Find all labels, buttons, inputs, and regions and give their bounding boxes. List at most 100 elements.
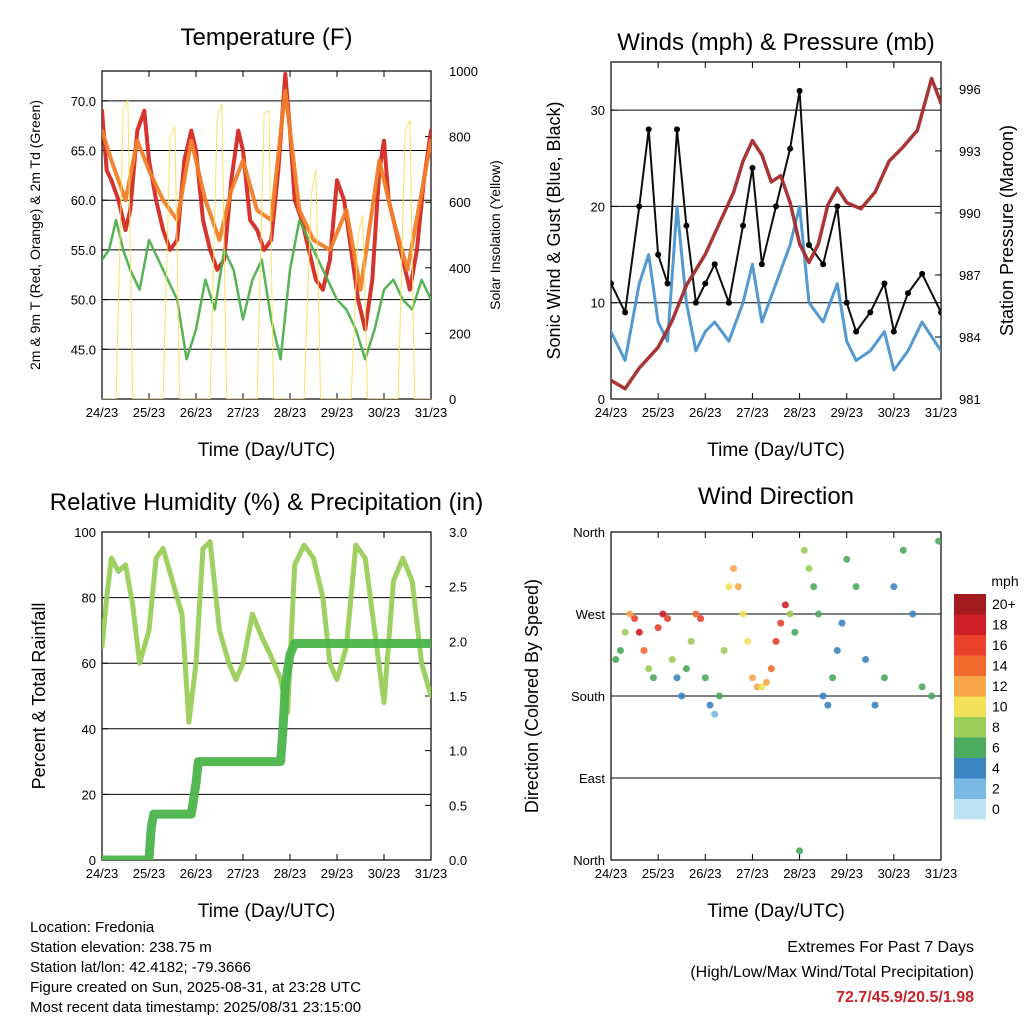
station-info: Location: Fredonia Station elevation: 23… bbox=[30, 918, 361, 1018]
chart3-ytick-right-label: 0.0 bbox=[449, 853, 467, 868]
chart4-point bbox=[687, 637, 695, 645]
chart4-xtick-label: 25/23 bbox=[642, 866, 675, 881]
chart2-ylabel-right: Station Pressure (Maroon) bbox=[997, 125, 1017, 336]
chart2-xtick-label: 24/23 bbox=[595, 405, 628, 420]
chart2-gust-point bbox=[881, 280, 888, 287]
chart2-gust-point bbox=[749, 164, 756, 171]
chart4-title: Wind Direction bbox=[698, 483, 854, 510]
chart1-xtick-label: 28/23 bbox=[274, 405, 307, 420]
chart3-ytick-right-label: 3.0 bbox=[449, 525, 467, 540]
chart3-xtick-label: 27/23 bbox=[227, 866, 260, 881]
legend-swatch bbox=[954, 594, 986, 615]
chart1-xtick-label: 31/23 bbox=[415, 405, 448, 420]
chart3-ytick-left-label: 40 bbox=[82, 722, 96, 737]
chart3-series-group bbox=[102, 539, 431, 860]
chart3-xtick-label: 30/23 bbox=[368, 866, 401, 881]
chart4-ytick-left-label: South bbox=[571, 689, 605, 704]
chart4-point bbox=[918, 683, 926, 691]
chart2-gust-point bbox=[725, 299, 732, 306]
chart3-xtick-label: 28/23 bbox=[274, 866, 307, 881]
chart4-point bbox=[852, 583, 860, 591]
chart4-point bbox=[668, 656, 676, 664]
legend-swatch bbox=[954, 778, 986, 799]
chart4-point bbox=[767, 665, 775, 673]
chart1-ylabel-right: Solar Insolation (Yellow) bbox=[487, 160, 503, 310]
latlon-text: Station lat/lon: 42.4182; -79.3666 bbox=[30, 959, 252, 976]
chart1-ytick-right-label: 600 bbox=[449, 195, 471, 210]
chart2-gust-point bbox=[636, 203, 643, 210]
chart4-point bbox=[664, 615, 672, 623]
chart4-point bbox=[649, 674, 657, 682]
chart3-xtick-label: 31/23 bbox=[415, 866, 448, 881]
chart4-point bbox=[730, 564, 738, 572]
chart2-gust-point bbox=[692, 299, 699, 306]
chart1-series-group bbox=[102, 72, 431, 399]
legend-swatch bbox=[954, 676, 986, 697]
chart4-point bbox=[631, 615, 639, 623]
chart2-ytick-right-label: 993 bbox=[959, 144, 981, 159]
chart4-point bbox=[645, 665, 653, 673]
legend-swatch bbox=[954, 696, 986, 717]
chart4-point bbox=[626, 610, 634, 618]
chart2-gust-point bbox=[938, 309, 941, 316]
chart2-xtick-label: 25/23 bbox=[642, 405, 675, 420]
legend-label: 2 bbox=[992, 781, 1000, 797]
chart1-ytick-left-label: 65.0 bbox=[71, 144, 96, 159]
chart4-point bbox=[772, 637, 780, 645]
chart1-series-2 bbox=[102, 88, 431, 292]
chart2-gust-point bbox=[773, 203, 779, 210]
chart3-ytick-right-label: 2.5 bbox=[449, 580, 467, 595]
chart4-xlabel: Time (Day/UTC) bbox=[707, 901, 845, 922]
chart3-ytick-left-label: 80 bbox=[82, 591, 96, 606]
chart3-ytick-left-label: 20 bbox=[82, 787, 96, 802]
chart2-gust-point bbox=[843, 299, 850, 306]
chart2-series-group bbox=[611, 76, 941, 391]
chart4-point bbox=[819, 692, 827, 700]
chart3-ytick-right-label: 1.5 bbox=[449, 689, 467, 704]
chart4-point bbox=[654, 624, 662, 632]
chart4-point bbox=[748, 674, 756, 682]
chart2-gust-point bbox=[711, 261, 718, 268]
chart4-point bbox=[810, 583, 818, 591]
chart2-xtick-label: 26/23 bbox=[689, 405, 722, 420]
chart4-point bbox=[843, 555, 851, 563]
chart4-point bbox=[862, 656, 870, 664]
chart4-point bbox=[763, 678, 771, 686]
chart4-point bbox=[871, 701, 879, 709]
chart4-point bbox=[777, 619, 785, 627]
extremes-box: Extremes For Past 7 Days (High/Low/Max W… bbox=[690, 935, 974, 1010]
chart4-point bbox=[899, 546, 907, 554]
chart2-ytick-left-label: 0 bbox=[598, 392, 605, 407]
legend-swatch bbox=[954, 635, 986, 656]
chart4-xtick-label: 29/23 bbox=[830, 866, 863, 881]
chart4-point bbox=[805, 564, 813, 572]
chart4-point bbox=[781, 601, 789, 609]
chart2-xtick-label: 27/23 bbox=[736, 405, 769, 420]
chart1-ytick-right-label: 1000 bbox=[449, 64, 478, 79]
chart4-point bbox=[739, 610, 747, 618]
legend-label: 6 bbox=[992, 740, 1000, 756]
chart4-point bbox=[786, 610, 794, 618]
chart2-gust-point bbox=[622, 309, 629, 316]
location-text: Location: Fredonia bbox=[30, 919, 155, 936]
chart2-gust-point bbox=[834, 203, 841, 210]
chart2-frame bbox=[610, 61, 942, 400]
chart3-xtick-label: 24/23 bbox=[86, 866, 119, 881]
chart1-frame bbox=[101, 70, 432, 400]
chart4-point bbox=[673, 674, 681, 682]
chart4-point bbox=[935, 537, 941, 545]
chart2-gust-point bbox=[655, 251, 662, 258]
chart2-gust-point bbox=[683, 222, 690, 229]
legend-title: mph bbox=[991, 573, 1018, 589]
legend-swatch bbox=[954, 655, 986, 676]
chart4-point bbox=[621, 628, 629, 636]
chart4-point bbox=[744, 637, 752, 645]
chart4-xtick-label: 30/23 bbox=[878, 866, 911, 881]
legend-label: 16 bbox=[992, 637, 1008, 653]
chart4-xtick-label: 31/23 bbox=[925, 866, 958, 881]
chart4-point bbox=[833, 646, 841, 654]
chart2-xlabel: Time (Day/UTC) bbox=[707, 440, 845, 461]
chart2-gust-point bbox=[890, 328, 897, 335]
chart2-ytick-left-label: 10 bbox=[591, 296, 605, 311]
